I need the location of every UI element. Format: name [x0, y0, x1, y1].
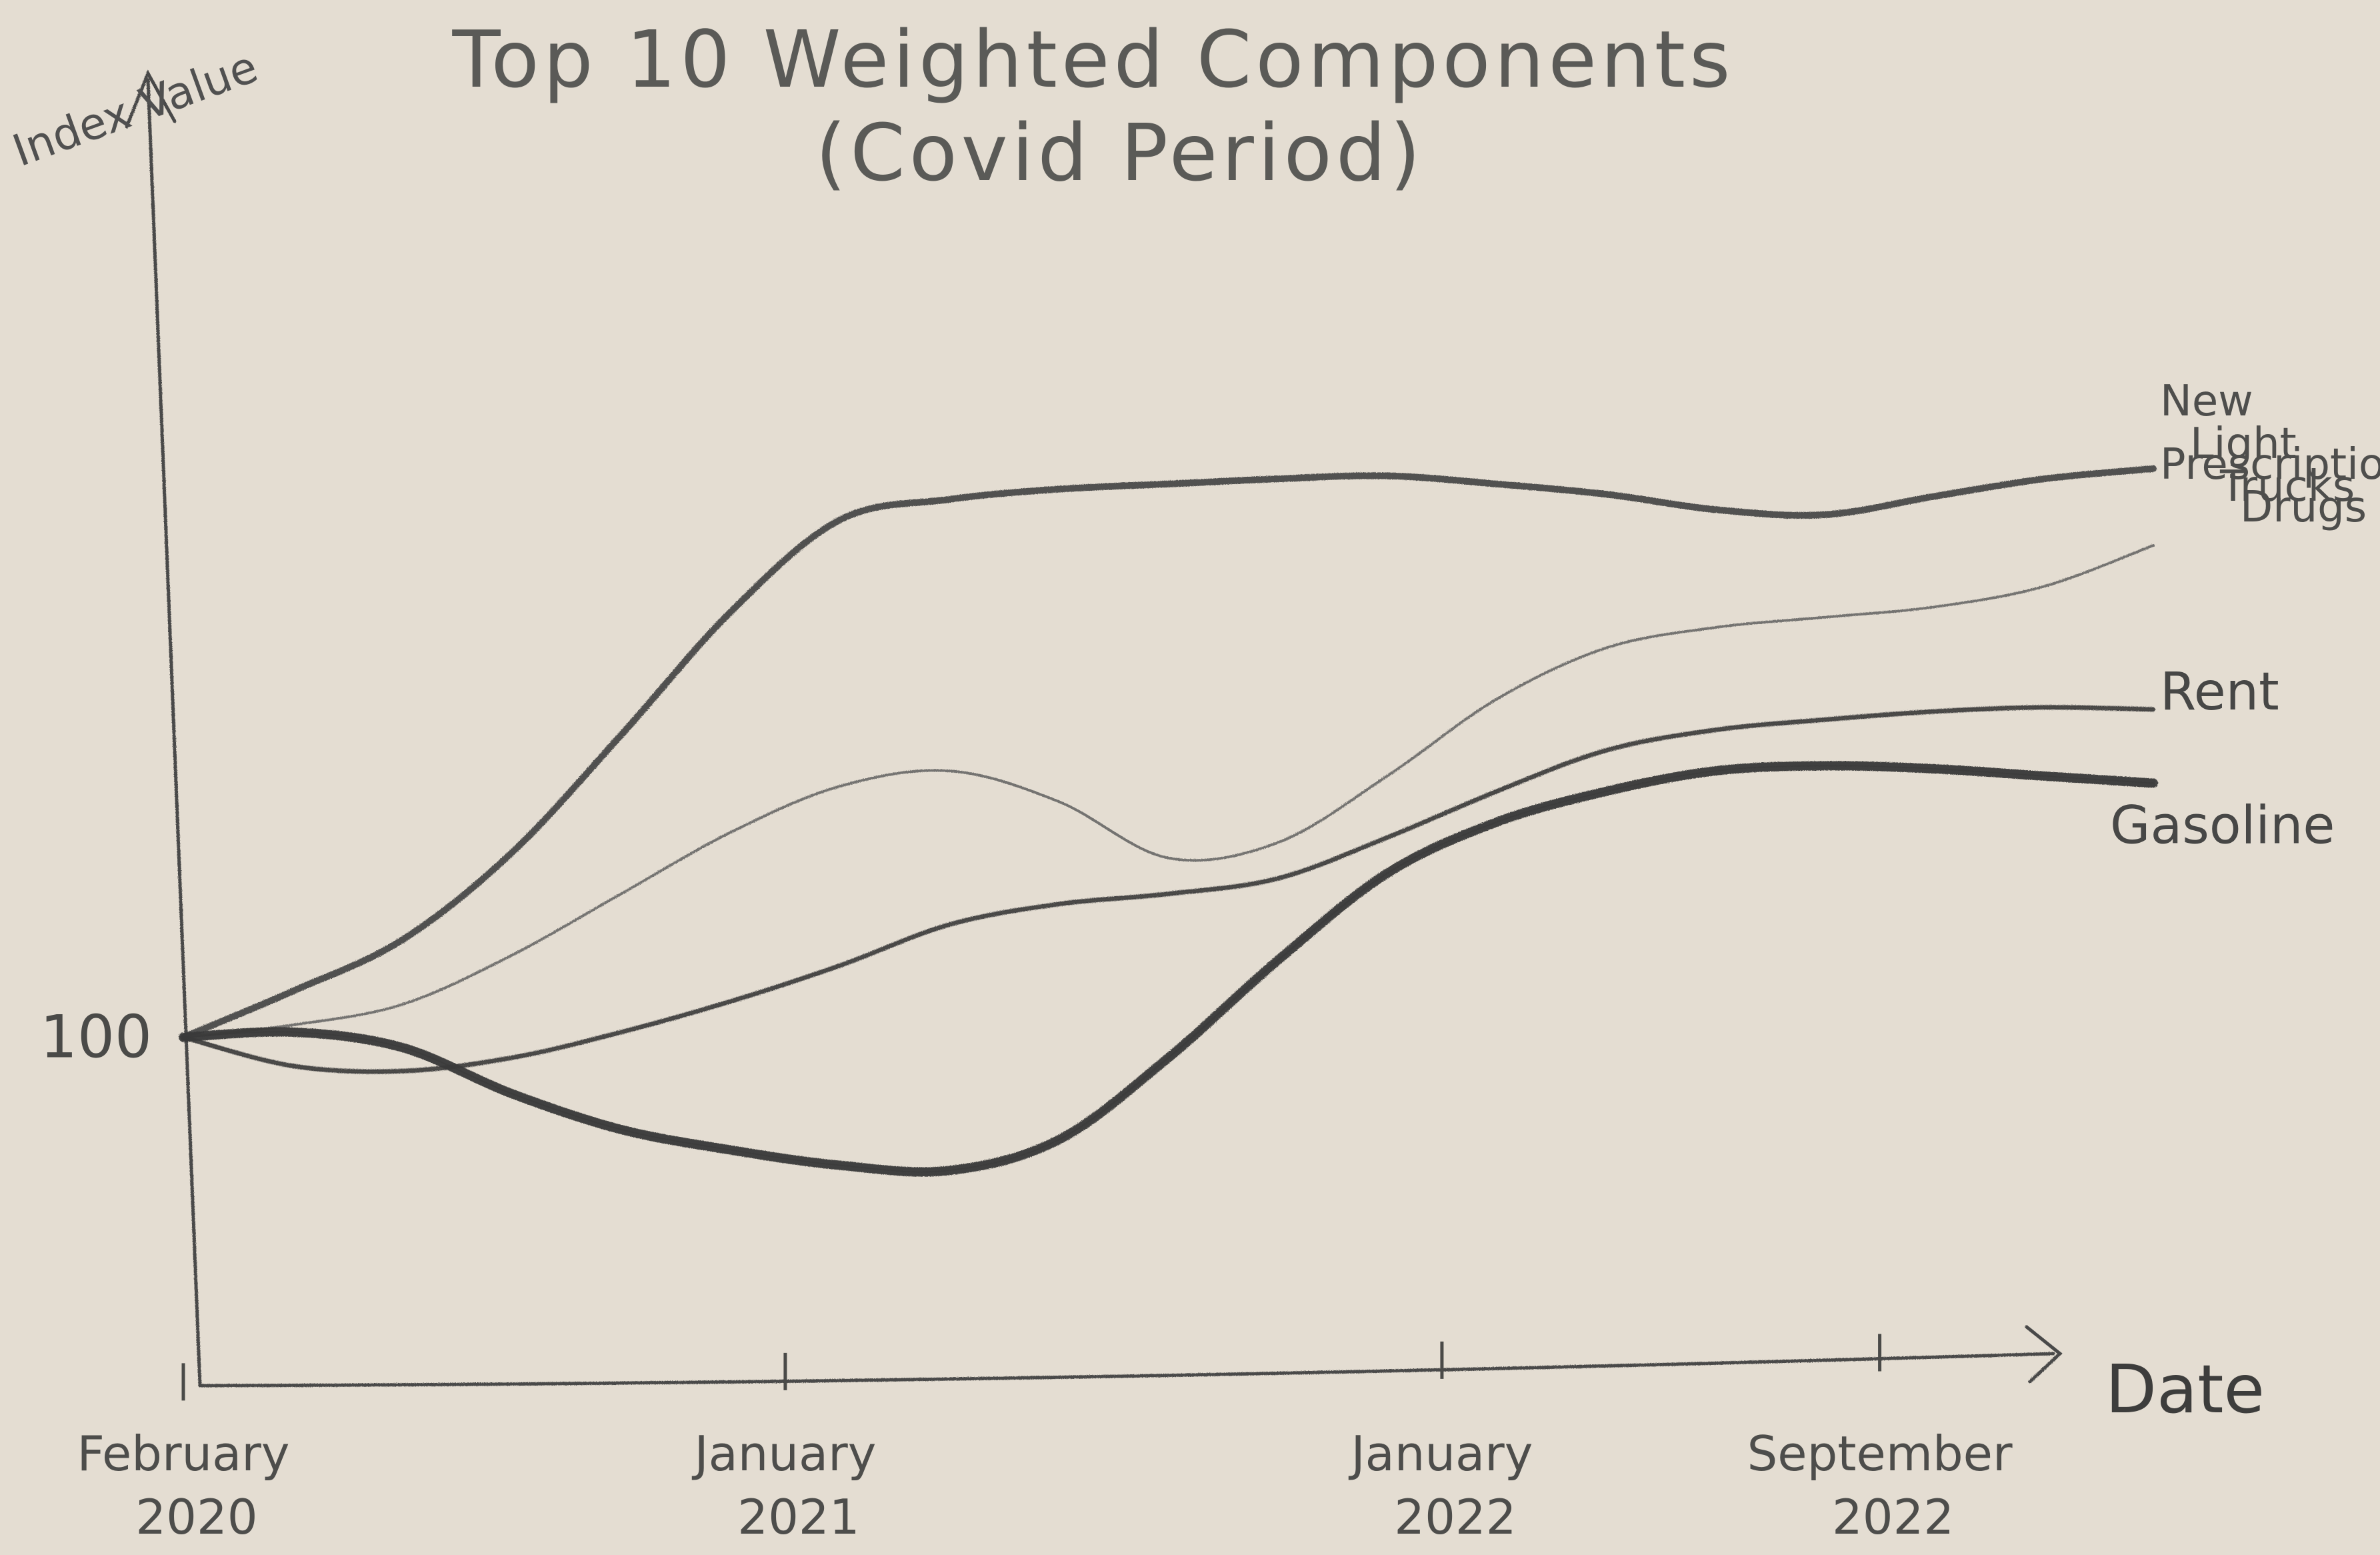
x-tick-label: September 2022: [1747, 1426, 2013, 1545]
x-tick-label-part: February: [77, 1426, 289, 1482]
series-line-rent: [181, 705, 2155, 1074]
series-label-gasoline: Gasoline: [2110, 796, 2335, 856]
series-label-new-light-trucks: New Light Trucks: [2160, 377, 2355, 511]
series-label-line: Rent: [2160, 662, 2279, 722]
series-label-line: Trucks: [2219, 462, 2355, 511]
series-line-prescription-drugs: [182, 544, 2155, 1039]
series-line-gasoline: [179, 761, 2158, 1177]
x-axis-arrowhead: [2025, 1325, 2063, 1384]
series-prescription-drugs: [182, 544, 2155, 1039]
x-tick-label-part: 2020: [135, 1489, 257, 1545]
chart-title: Top 10 Weighted Components: [452, 13, 1735, 105]
y-tick-label: 100: [40, 1003, 152, 1072]
x-tick-label-part: September: [1747, 1426, 2013, 1482]
series-line-new-light-trucks: [181, 465, 2155, 1038]
series-line-gasoline: [181, 761, 2156, 1173]
series-line-new-light-trucks: [180, 465, 2157, 1041]
series-line-gasoline: [181, 765, 2156, 1176]
x-tick-label-part: 2021: [737, 1489, 859, 1545]
axes: [125, 69, 2063, 1388]
series-line-new-light-trucks: [181, 468, 2155, 1041]
x-axis-line: [198, 1352, 2055, 1388]
chart-subtitle: (Covid Period): [815, 107, 1425, 199]
x-tick-label-part: January: [691, 1426, 876, 1482]
series-line-rent: [182, 704, 2155, 1072]
x-tick-label: January 2022: [1348, 1426, 1533, 1545]
series-labels: NewLightTrucksPrescriptionDrugs Rent Gasol…: [2110, 377, 2380, 856]
y-axis-label: Index Value: [6, 41, 264, 177]
series-label-line: New: [2160, 377, 2253, 426]
y-axis-arrowhead: [125, 69, 177, 129]
series-label-line: Light: [2190, 419, 2297, 469]
x-tick-label-part: 2022: [1832, 1489, 1954, 1545]
series-group: [179, 465, 2158, 1177]
series-label-line: Prescription: [2160, 440, 2380, 489]
series-new-light-trucks: [180, 465, 2157, 1041]
series-line-rent: [182, 707, 2155, 1075]
series-label-line: Drugs: [2240, 483, 2367, 532]
series-gasoline: [179, 761, 2158, 1177]
x-tick-label-part: January: [1348, 1426, 1533, 1482]
series-label-prescription-drugs: PrescriptionDrugs: [2160, 440, 2380, 532]
series-rent: [181, 704, 2155, 1075]
x-tick-label-part: 2022: [1394, 1489, 1516, 1545]
y-axis-line: [146, 78, 202, 1388]
series-label-rent: Rent: [2160, 662, 2279, 722]
series-label-line: Gasoline: [2110, 796, 2335, 856]
x-axis-label: Date: [2105, 1350, 2265, 1428]
x-tick-label: February 2020: [77, 1426, 289, 1545]
x-tick-label: January 2021: [691, 1426, 876, 1545]
y-axis-label-text: Index Value: [6, 41, 264, 177]
